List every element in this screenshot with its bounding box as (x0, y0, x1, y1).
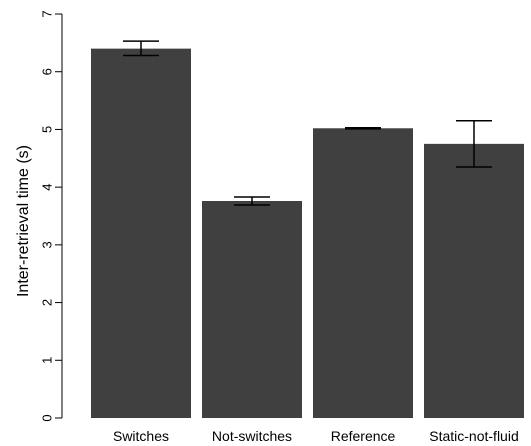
y-tick-label: 4 (40, 184, 55, 191)
y-tick-label: 1 (40, 357, 55, 364)
bar-static-not-fluid (424, 143, 524, 418)
y-tick-label: 6 (40, 68, 55, 75)
y-tick-label: 3 (40, 241, 55, 248)
x-category-label: Static-not-fluid (429, 428, 518, 444)
bars-group (91, 48, 524, 418)
y-axis-title: Inter-retrieval time (s) (15, 145, 32, 297)
bar-switches (91, 48, 191, 418)
bar-reference (313, 128, 413, 418)
bar-not-switches (202, 200, 302, 418)
x-axis-labels: Switches Not-switches Reference Static-not-… (113, 428, 519, 444)
y-tick-label: 5 (40, 126, 55, 133)
x-category-label: Not-switches (212, 428, 292, 444)
error-bars-group (123, 40, 492, 206)
y-tick-label: 0 (40, 414, 55, 421)
y-tick-label: 7 (40, 10, 55, 17)
x-category-label: Reference (331, 428, 396, 444)
y-tick-label: 2 (40, 299, 55, 306)
x-category-label: Switches (113, 428, 169, 444)
y-axis: 0 1 2 3 4 5 6 7 (40, 10, 63, 422)
